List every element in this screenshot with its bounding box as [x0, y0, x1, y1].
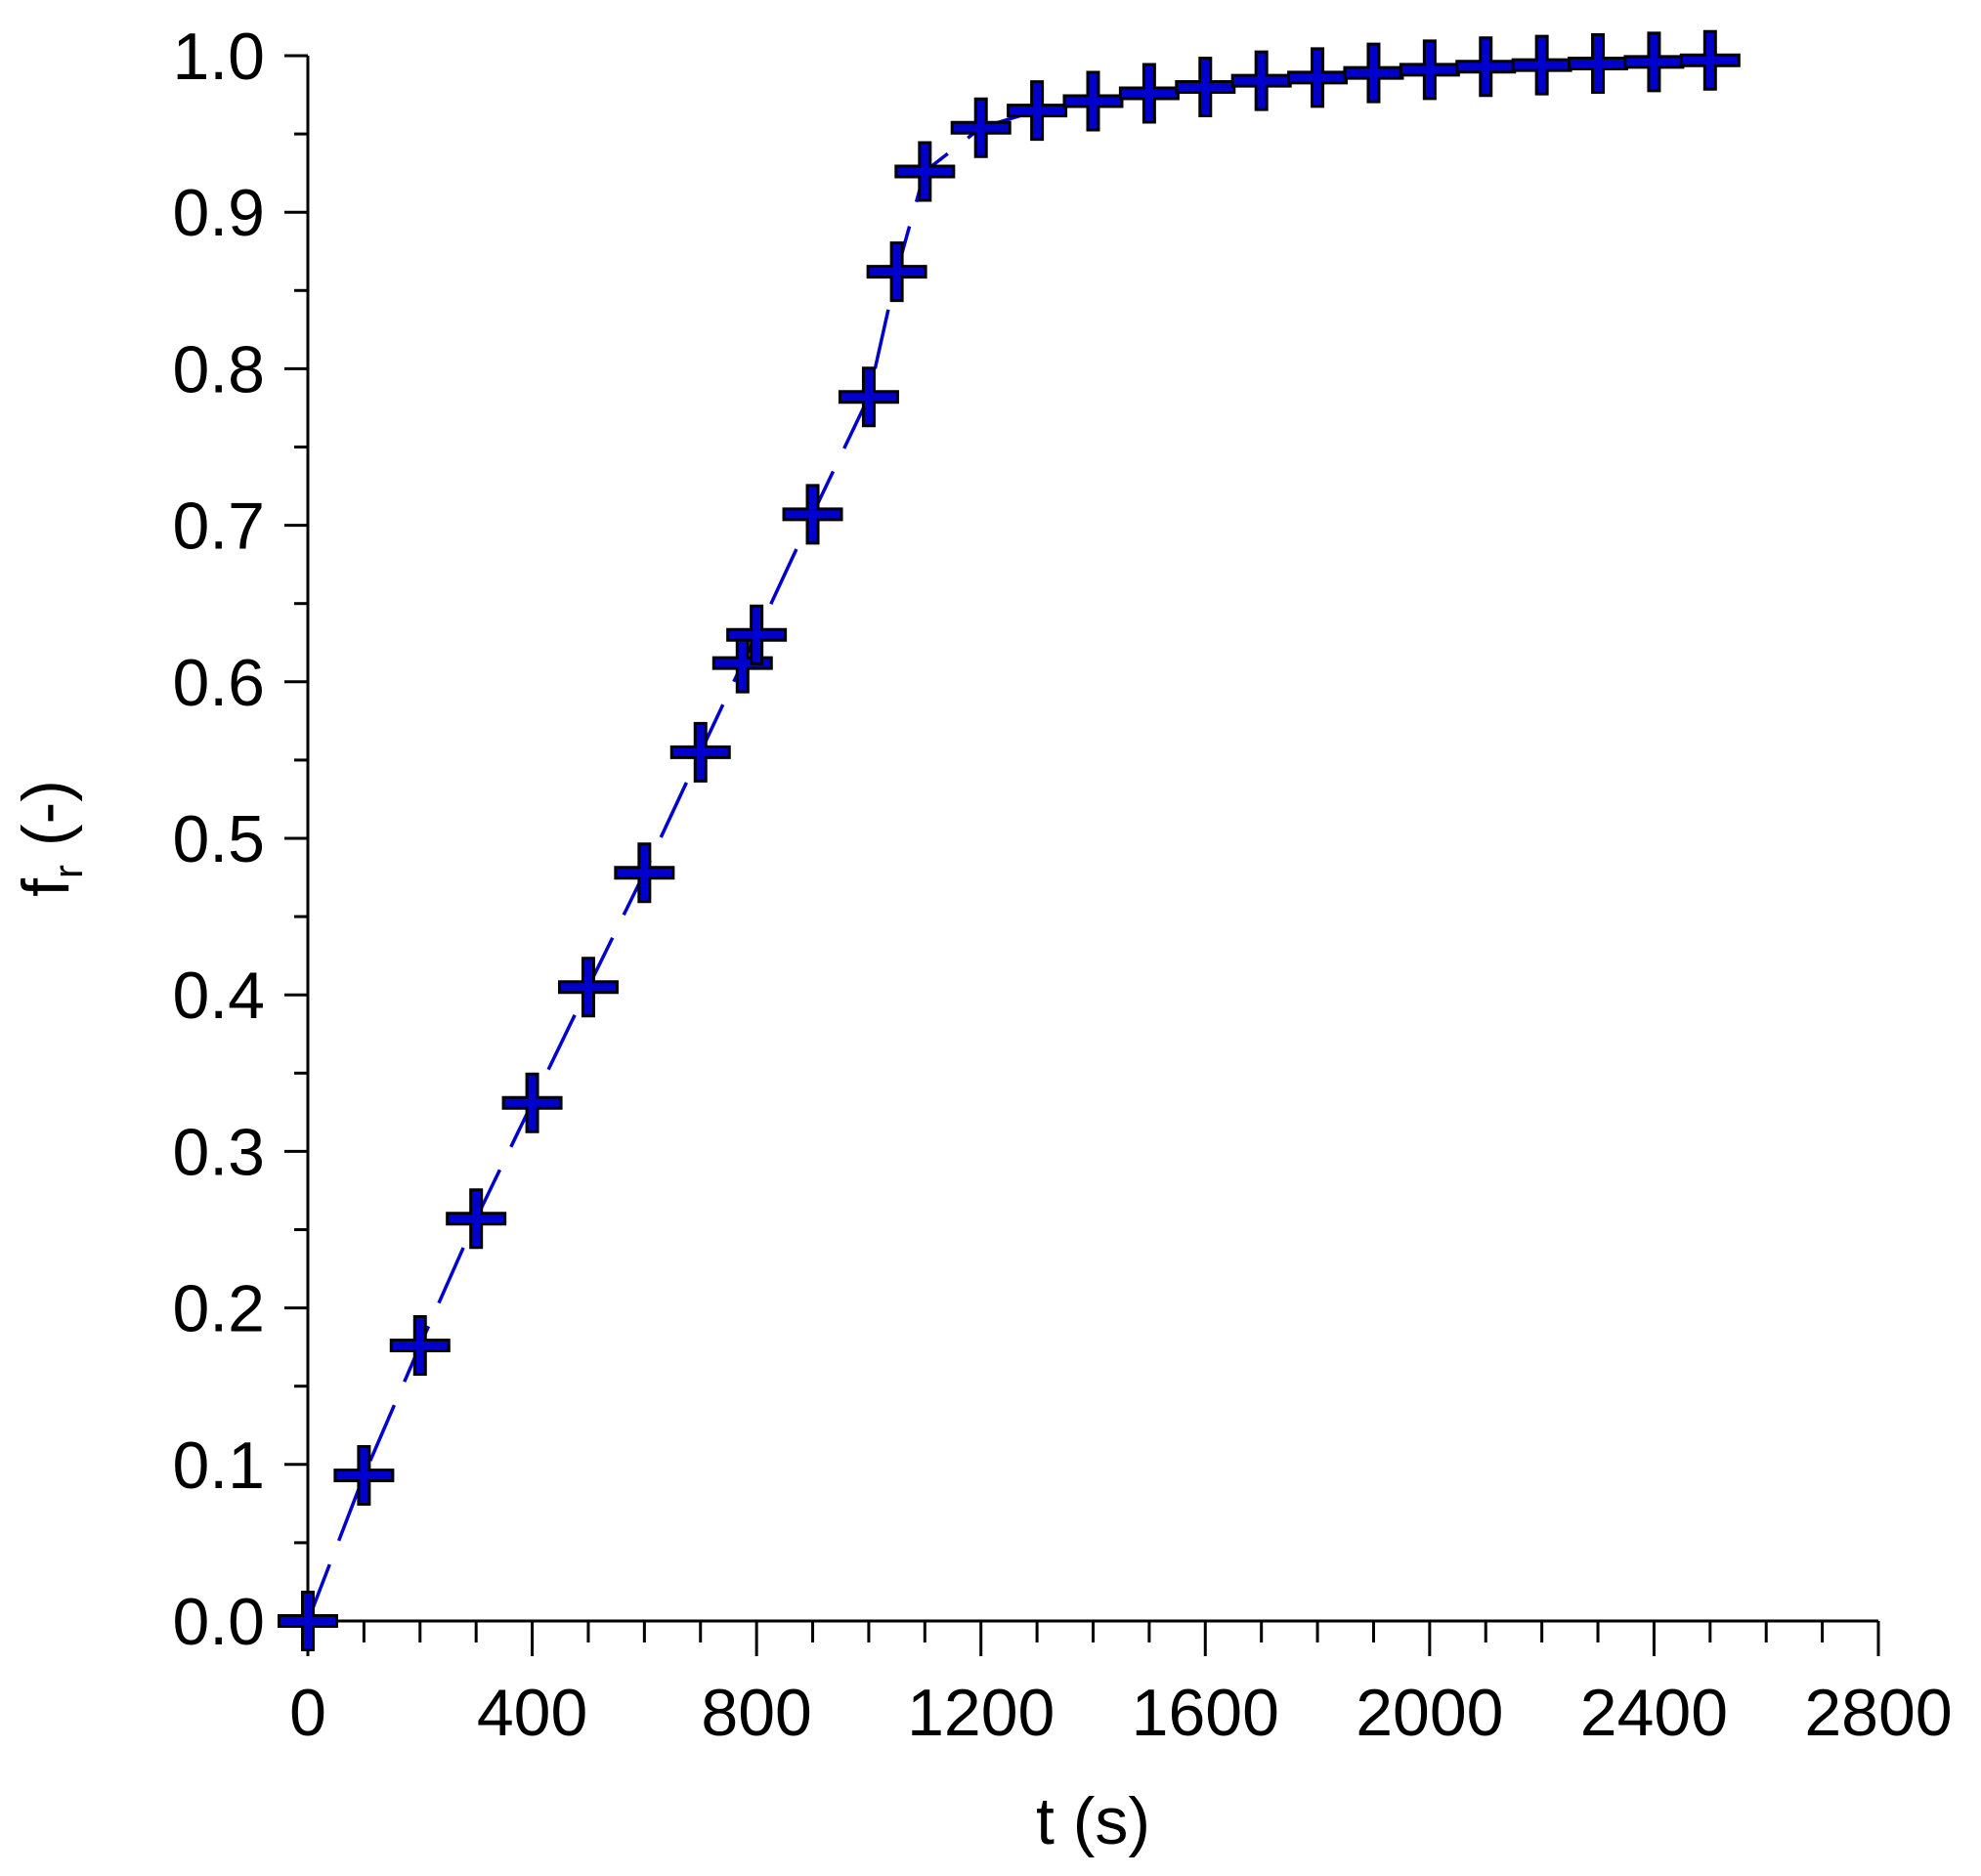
x-tick-label: 2000 [1356, 1676, 1503, 1750]
data-point [669, 721, 731, 783]
y-ticks: 0.0 0.1 0.2 0.3 0.4 0.5 0.6 0.7 0.8 0.9 1.0 [172, 20, 308, 1659]
y-tick-label: 0.0 [172, 1585, 265, 1659]
data-point [1455, 36, 1517, 98]
x-tick-label: 1200 [907, 1676, 1055, 1750]
data-point [1230, 50, 1292, 111]
data-point [1343, 42, 1404, 104]
data-point [1007, 80, 1068, 142]
y-axis-title-suffix: (-) [9, 780, 83, 865]
data-point [614, 842, 675, 904]
y-tick-label: 0.9 [172, 176, 265, 250]
data-point [950, 97, 1012, 158]
y-tick-label: 0.2 [172, 1272, 265, 1346]
data-point [1287, 47, 1349, 108]
y-tick-label: 0.3 [172, 1115, 265, 1189]
x-tick-label: 800 [701, 1676, 811, 1750]
y-axis-title-main: f [9, 878, 83, 897]
x-tick-label: 2400 [1580, 1676, 1728, 1750]
data-point [1175, 57, 1236, 118]
y-axis-title: fr (-) [9, 780, 91, 897]
data-point [389, 1315, 451, 1377]
y-tick-label: 1.0 [172, 20, 265, 94]
data-point [501, 1072, 563, 1133]
x-tick-label: 2800 [1804, 1676, 1952, 1750]
x-tick-label: 400 [477, 1676, 587, 1750]
series-line [306, 59, 1710, 1622]
y-tick-label: 0.7 [172, 490, 265, 564]
y-tick-label: 0.6 [172, 646, 265, 720]
data-point [1568, 33, 1629, 95]
data-point [1399, 39, 1460, 101]
data-point [1118, 63, 1180, 124]
data-point [1062, 70, 1124, 132]
x-ticks: 0 400 800 1200 1600 2000 2400 2800 [289, 1621, 1953, 1750]
data-point [1623, 31, 1685, 93]
data-point [838, 366, 899, 428]
axes [306, 56, 1878, 1623]
data-point [894, 141, 956, 202]
y-tick-label: 0.8 [172, 332, 265, 406]
x-tick-label: 1600 [1132, 1676, 1279, 1750]
y-tick-label: 0.4 [172, 959, 265, 1033]
data-point [446, 1188, 507, 1250]
data-point [866, 241, 927, 303]
data-point [557, 957, 619, 1018]
data-point [726, 604, 788, 665]
data-point [333, 1445, 395, 1507]
y-tick-label: 0.5 [172, 802, 265, 876]
data-point [1679, 29, 1741, 91]
x-tick-label: 0 [289, 1676, 326, 1750]
data-point [278, 1591, 338, 1651]
data-point [1511, 34, 1572, 96]
y-tick-label: 0.1 [172, 1428, 265, 1503]
y-axis-title-subscript: r [45, 865, 91, 878]
data-point [782, 484, 843, 545]
x-axis-title: t (s) [1036, 1784, 1150, 1858]
series-markers [278, 29, 1741, 1651]
